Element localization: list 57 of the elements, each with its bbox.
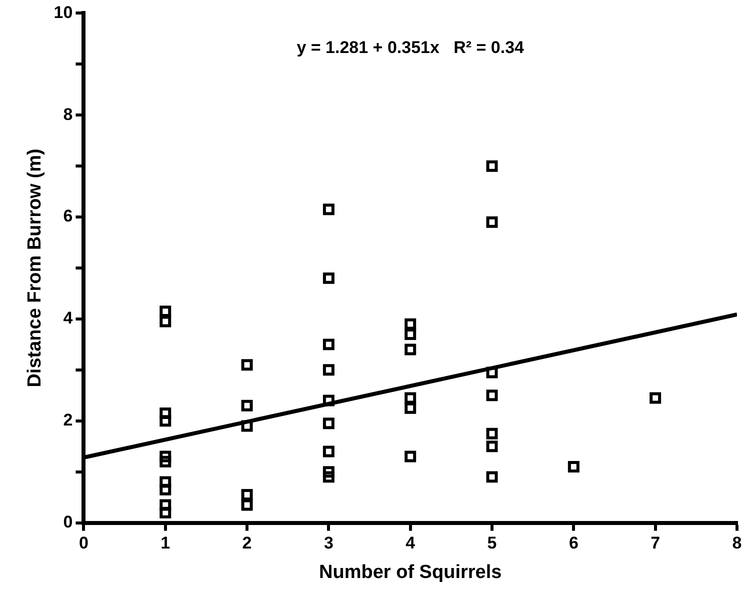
point (241, 489, 253, 501)
point (160, 316, 172, 328)
annotation: y = 1.281 + 0.351x R² = 0.34 (296, 38, 525, 58)
point (241, 400, 253, 412)
y-tick-label: 10 (54, 2, 73, 22)
point (568, 461, 580, 472)
point (322, 466, 334, 478)
y-tick-label: 4 (63, 308, 74, 328)
point (160, 306, 172, 318)
point (241, 359, 253, 371)
x-tick-label: 6 (568, 534, 578, 553)
point (486, 160, 498, 172)
point (322, 394, 334, 406)
point (160, 450, 172, 462)
point (404, 318, 416, 330)
y-tick-label: 2 (63, 410, 73, 430)
y-tick-label: 0 (63, 512, 73, 532)
x-axis-title: Number of Squirrels (319, 562, 502, 583)
x-tick-label: 7 (650, 534, 660, 553)
point (404, 402, 416, 414)
point (322, 272, 334, 284)
x-tick-label: 3 (324, 534, 334, 553)
x-tick-label: 2 (242, 534, 252, 553)
point (322, 418, 334, 430)
point (322, 364, 334, 376)
point (486, 471, 498, 483)
x-tick-label: 5 (487, 534, 497, 553)
y-tick-label: 6 (63, 206, 73, 226)
point (160, 476, 172, 488)
point (486, 428, 498, 440)
x-tick-label: 8 (732, 534, 742, 553)
point (486, 216, 498, 228)
point (650, 392, 662, 404)
y-axis-title: Distance From Burrow (m) (24, 148, 46, 388)
point (322, 446, 334, 458)
point (322, 204, 334, 216)
point (404, 450, 416, 462)
point (486, 366, 498, 378)
point (322, 338, 334, 350)
point (160, 506, 172, 518)
point (241, 499, 253, 511)
x-tick-label: 0 (78, 534, 88, 553)
point (160, 456, 172, 468)
point (322, 471, 334, 483)
point (160, 499, 172, 511)
point (404, 344, 416, 356)
y-tick-label: 8 (63, 104, 73, 124)
point (486, 440, 498, 452)
x-tick-label: 1 (160, 534, 170, 553)
x-tick-label: 4 (406, 534, 416, 553)
point (160, 407, 172, 419)
point (404, 328, 416, 340)
point (486, 390, 498, 402)
point (160, 484, 172, 496)
point (404, 392, 416, 404)
point (241, 420, 253, 432)
point (160, 415, 172, 427)
